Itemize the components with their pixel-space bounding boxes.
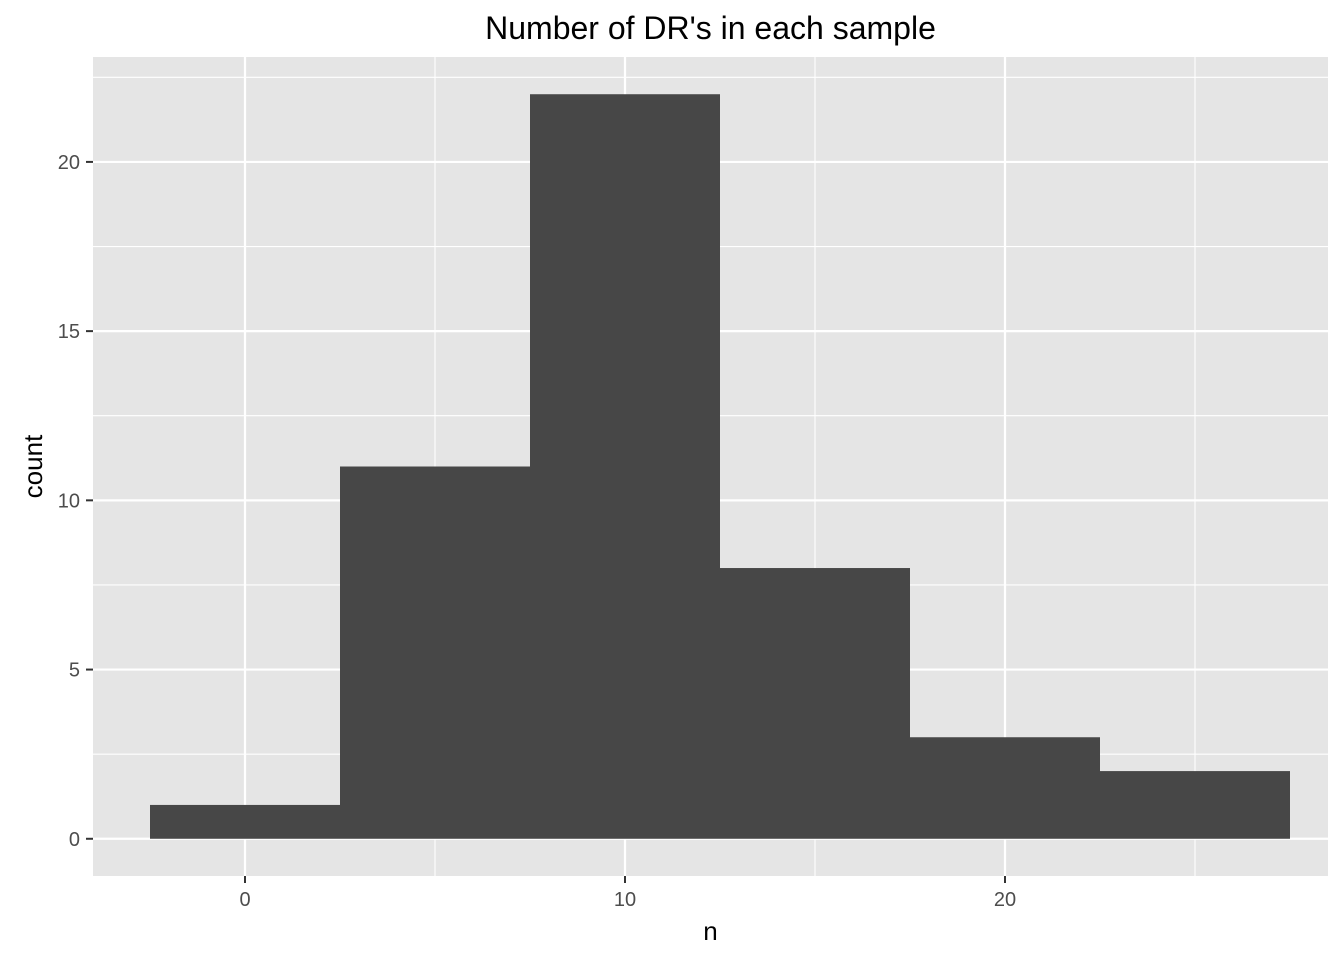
histogram-bar (1100, 771, 1290, 839)
y-axis: 0 5 10 15 20 (58, 152, 93, 851)
y-tick-label: 10 (58, 490, 80, 512)
histogram-bar (340, 466, 530, 839)
histogram-bar (910, 737, 1100, 839)
chart-title: Number of DR's in each sample (485, 10, 936, 46)
histogram-bar (150, 804, 340, 839)
x-axis-title: n (703, 916, 717, 946)
histogram-bars (150, 94, 1290, 839)
y-tick-label: 20 (58, 152, 80, 174)
y-tick-label: 15 (58, 321, 80, 343)
x-tick-label: 20 (994, 889, 1016, 911)
histogram-bar (720, 568, 910, 839)
y-tick-label: 5 (69, 660, 80, 682)
x-tick-label: 10 (614, 889, 636, 911)
x-axis: 0 10 20 (239, 876, 1016, 911)
y-axis-title: count (18, 434, 48, 498)
y-tick-label: 0 (69, 829, 80, 851)
histogram-bar (530, 94, 720, 839)
x-tick-label: 0 (239, 889, 250, 911)
